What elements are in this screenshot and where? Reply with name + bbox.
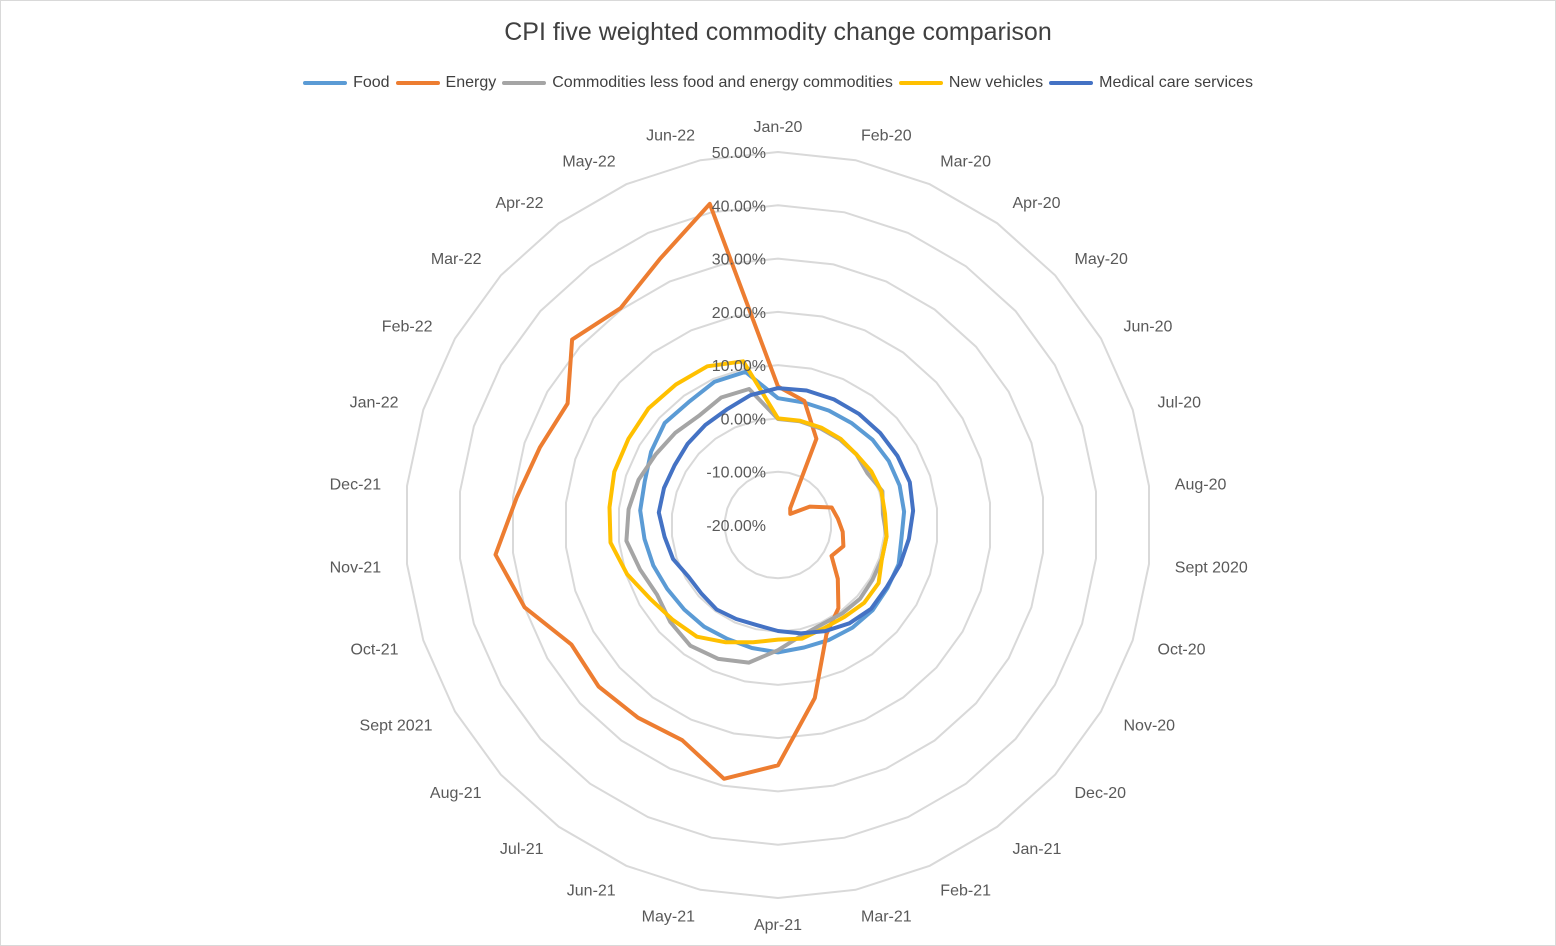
- category-labels: Jan-20 Feb-20 Mar-20 Apr-20 May-20 Jun-20 Jul-…: [330, 119, 1248, 934]
- legend-swatch: [395, 81, 440, 85]
- category-label: May-21: [642, 908, 695, 925]
- category-label: Jan-20: [754, 119, 803, 136]
- tick-label: 40.00%: [712, 198, 766, 215]
- radial-tick-labels: -20.00% -10.00% 0.00% 10.00% 20.00% 30.00% 40.…: [706, 145, 766, 535]
- series-line: [493, 201, 846, 781]
- legend: Food Energy Commodities less food and ener…: [0, 74, 1556, 92]
- radar-grid: [406, 150, 1150, 900]
- category-label: Jul-21: [500, 841, 544, 858]
- category-label: Mar-21: [861, 908, 912, 925]
- category-label: Jun-20: [1124, 319, 1173, 336]
- grid-ring: [618, 364, 938, 686]
- category-label: Dec-21: [330, 476, 382, 493]
- category-label: Jun-22: [646, 128, 695, 145]
- legend-swatch: [303, 81, 348, 85]
- category-label: Aug-21: [430, 785, 482, 802]
- category-label: Nov-21: [330, 560, 382, 577]
- category-label: Feb-20: [861, 128, 912, 145]
- category-label: Mar-20: [940, 154, 991, 171]
- category-label: Apr-21: [754, 917, 802, 934]
- tick-label: 0.00%: [721, 411, 766, 428]
- series-lines: [493, 201, 916, 781]
- category-label: Nov-20: [1124, 718, 1176, 735]
- tick-label: 30.00%: [712, 252, 766, 269]
- tick-label: -20.00%: [706, 518, 766, 535]
- category-label: Oct-21: [350, 641, 398, 658]
- series-line: [624, 387, 889, 665]
- category-label: Jun-21: [567, 883, 616, 900]
- category-label: Feb-21: [940, 883, 991, 900]
- legend-item: Energy: [395, 74, 497, 92]
- grid-ring: [512, 257, 1044, 793]
- grid-ring: [406, 150, 1150, 900]
- tick-label: 10.00%: [712, 358, 766, 375]
- tick-label: -10.00%: [706, 465, 766, 482]
- category-label: Sept 2020: [1175, 560, 1248, 577]
- category-label: Jan-22: [350, 395, 399, 412]
- legend-item: New vehicles: [898, 74, 1044, 92]
- chart-title: CPI five weighted commodity change compa…: [504, 18, 1052, 46]
- legend-label: New vehicles: [948, 74, 1044, 91]
- category-label: May-20: [1075, 251, 1128, 268]
- category-label: Aug-20: [1175, 476, 1227, 493]
- legend-item: Food: [303, 74, 390, 92]
- legend-label: Medical care services: [1099, 74, 1253, 91]
- legend-label: Commodities less food and energy commodi…: [552, 74, 893, 91]
- series-line: [607, 359, 889, 645]
- legend-label: Energy: [445, 74, 497, 91]
- tick-label: 50.00%: [712, 145, 766, 162]
- category-label: Feb-22: [382, 319, 433, 336]
- category-label: Jul-20: [1158, 395, 1202, 412]
- tick-label: 20.00%: [712, 305, 766, 322]
- legend-item: Commodities less food and energy commodi…: [502, 74, 893, 92]
- series-line: [656, 386, 916, 636]
- category-label: Sept 2021: [360, 718, 433, 735]
- legend-swatch: [1049, 81, 1094, 85]
- grid-ring: [565, 310, 991, 740]
- category-label: May-22: [562, 154, 615, 171]
- grid-ring: [459, 204, 1097, 846]
- category-label: Jan-21: [1013, 841, 1062, 858]
- category-label: Mar-22: [431, 251, 482, 268]
- category-label: Dec-20: [1075, 785, 1127, 802]
- legend-label: Food: [353, 74, 390, 91]
- category-label: Oct-20: [1158, 641, 1206, 658]
- legend-item: Medical care services: [1049, 74, 1253, 92]
- legend-swatch: [898, 81, 943, 85]
- category-label: Apr-22: [495, 195, 543, 212]
- legend-swatch: [502, 81, 547, 85]
- grid-ring: [724, 470, 832, 580]
- category-label: Apr-20: [1013, 195, 1061, 212]
- series-line: [638, 369, 907, 655]
